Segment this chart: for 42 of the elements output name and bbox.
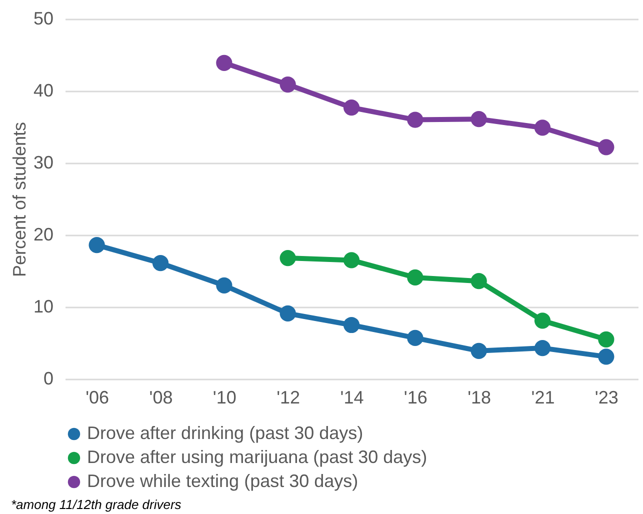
point — [343, 316, 360, 334]
y-tick-label: 20 — [33, 224, 54, 244]
point — [280, 305, 296, 322]
point — [216, 277, 232, 294]
point — [534, 312, 551, 329]
y-tick-label: 0 — [43, 368, 54, 388]
point — [598, 139, 614, 156]
point — [534, 340, 551, 356]
y-tick-label: 10 — [33, 296, 54, 316]
x-tick-label: '12 — [276, 388, 300, 408]
y-axis-title: Percent of students — [9, 122, 30, 278]
x-tick-label: '21 — [531, 388, 555, 408]
point — [598, 331, 614, 348]
legend-label: Drove after drinking (past 30 days) — [87, 423, 364, 443]
point — [343, 252, 360, 268]
x-tick-label: '14 — [340, 388, 364, 408]
legend-label: Drove while texting (past 30 days) — [87, 471, 358, 491]
point — [598, 348, 614, 365]
point — [152, 255, 169, 272]
point — [343, 100, 360, 116]
point — [534, 120, 551, 136]
point — [470, 342, 487, 359]
point — [280, 250, 296, 266]
y-tick-label: 50 — [33, 8, 54, 28]
point — [470, 273, 487, 290]
point — [407, 112, 424, 128]
point — [88, 237, 105, 254]
x-tick-label: '16 — [404, 388, 428, 408]
y-tick-label: 40 — [33, 80, 54, 100]
point — [407, 330, 424, 346]
x-tick-label: '23 — [594, 388, 618, 408]
x-tick-label: '18 — [468, 388, 492, 408]
y-tick-label: 30 — [33, 152, 54, 172]
x-tick-label: '06 — [86, 388, 110, 408]
point — [280, 76, 296, 93]
point — [216, 54, 232, 71]
x-tick-label: '08 — [149, 388, 173, 408]
text: *among 11/12th grade drivers — [10, 497, 182, 512]
point — [470, 111, 487, 128]
point — [407, 269, 424, 286]
x-tick-label: '10 — [212, 388, 236, 408]
legend-label: Drove after using marijuana (past 30 days) — [87, 447, 428, 467]
